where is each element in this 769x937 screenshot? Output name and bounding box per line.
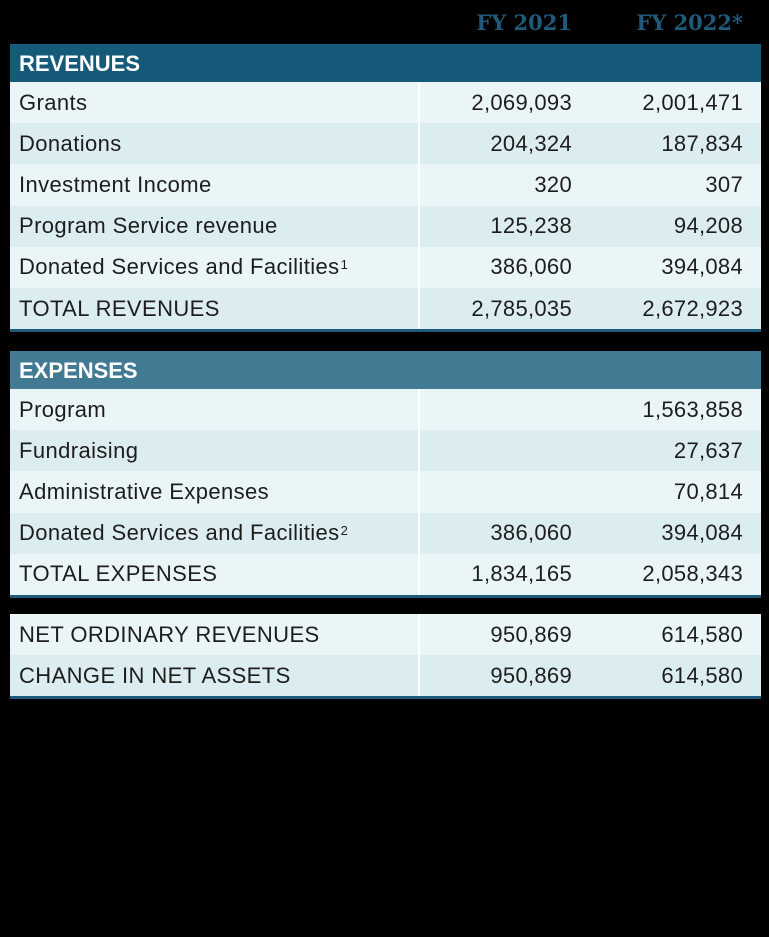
table-row: Administrative Expenses 70,814 <box>10 471 761 513</box>
fy2022-total: 2,058,343 <box>642 561 743 587</box>
expenses-heading: EXPENSES <box>10 351 761 389</box>
table-row: Fundraising 27,637 <box>10 430 761 472</box>
table-row: Donated Services and Facilities 2 386,060… <box>10 512 761 554</box>
table-row: Investment Income 320 307 <box>10 164 761 206</box>
row-label: CHANGE IN NET ASSETS <box>19 662 291 688</box>
fy2021-total: 2,785,035 <box>418 287 572 330</box>
fy2022-value: 27,637 <box>673 437 743 463</box>
table-row: Program Service revenue 125,238 94,208 <box>10 205 761 247</box>
table-row: CHANGE IN NET ASSETS 950,869 614,580 <box>10 655 761 700</box>
fy2022-value: 394,084 <box>661 254 743 280</box>
table-row: Grants 2,069,093 2,001,471 <box>10 82 761 124</box>
fy2021-value: 950,869 <box>418 655 572 697</box>
fy2021-value: 386,060 <box>418 512 572 554</box>
expenses-table: EXPENSES Program 1,563,858 Fundraising 2… <box>10 351 761 598</box>
fy2021-total: 1,834,165 <box>418 553 572 596</box>
table-row: Donations 204,324 187,834 <box>10 123 761 165</box>
row-label: Fundraising <box>19 437 139 463</box>
total-row: TOTAL REVENUES 2,785,035 2,672,923 <box>10 287 761 333</box>
row-label: Program <box>19 396 107 422</box>
fy2022-value: 2,001,471 <box>642 89 743 115</box>
fy2021-value: 125,238 <box>418 205 572 247</box>
row-label: NET ORDINARY REVENUES <box>19 621 320 647</box>
table-row: Donated Services and Facilities 1 386,060… <box>10 246 761 289</box>
fy2022-value: 614,580 <box>661 662 743 688</box>
total-row: TOTAL EXPENSES 1,834,165 2,058,343 <box>10 553 761 598</box>
revenues-heading: REVENUES <box>10 44 761 82</box>
table-row: Program 1,563,858 <box>10 389 761 431</box>
footnote-marker: 2 <box>340 522 349 538</box>
fy2022-value: 1,563,858 <box>642 396 743 422</box>
row-label: Donations <box>19 130 122 156</box>
fy2022-value: 70,814 <box>673 478 743 504</box>
fy2021-value: 2,069,093 <box>418 82 572 124</box>
fy2021-value: 320 <box>418 164 572 206</box>
fy2021-value <box>418 471 572 513</box>
row-label: Administrative Expenses <box>19 478 270 504</box>
fy2021-value: 204,324 <box>418 123 572 165</box>
row-label: Program Service revenue <box>19 213 278 239</box>
net-table: NET ORDINARY REVENUES 950,869 614,580 CH… <box>10 614 761 700</box>
column-header-fy2022: FY 2022* <box>636 10 743 35</box>
fy2022-value: 187,834 <box>661 130 743 156</box>
table-row: NET ORDINARY REVENUES 950,869 614,580 <box>10 614 761 656</box>
row-label: Investment Income <box>19 171 212 197</box>
fy2022-value: 614,580 <box>661 621 743 647</box>
row-label: Donated Services and Facilities 2 <box>19 520 349 546</box>
revenues-table: REVENUES Grants 2,069,093 2,001,471 Dona… <box>10 44 761 333</box>
row-label: Donated Services and Facilities 1 <box>19 254 349 280</box>
fy2022-total: 2,672,923 <box>642 295 743 321</box>
fy2021-value: 950,869 <box>418 614 572 656</box>
total-label: TOTAL EXPENSES <box>19 561 218 587</box>
fy2022-value: 394,084 <box>661 520 743 546</box>
fy2021-value: 386,060 <box>418 246 572 289</box>
footnote-marker: 1 <box>340 256 349 272</box>
column-header-fy2021: FY 2021 <box>476 10 572 35</box>
fy2021-value <box>418 389 572 431</box>
total-label: TOTAL REVENUES <box>19 295 220 321</box>
fy2022-value: 94,208 <box>673 213 743 239</box>
row-label: Grants <box>19 89 88 115</box>
fy2022-value: 307 <box>705 171 743 197</box>
fy2021-value <box>418 430 572 472</box>
